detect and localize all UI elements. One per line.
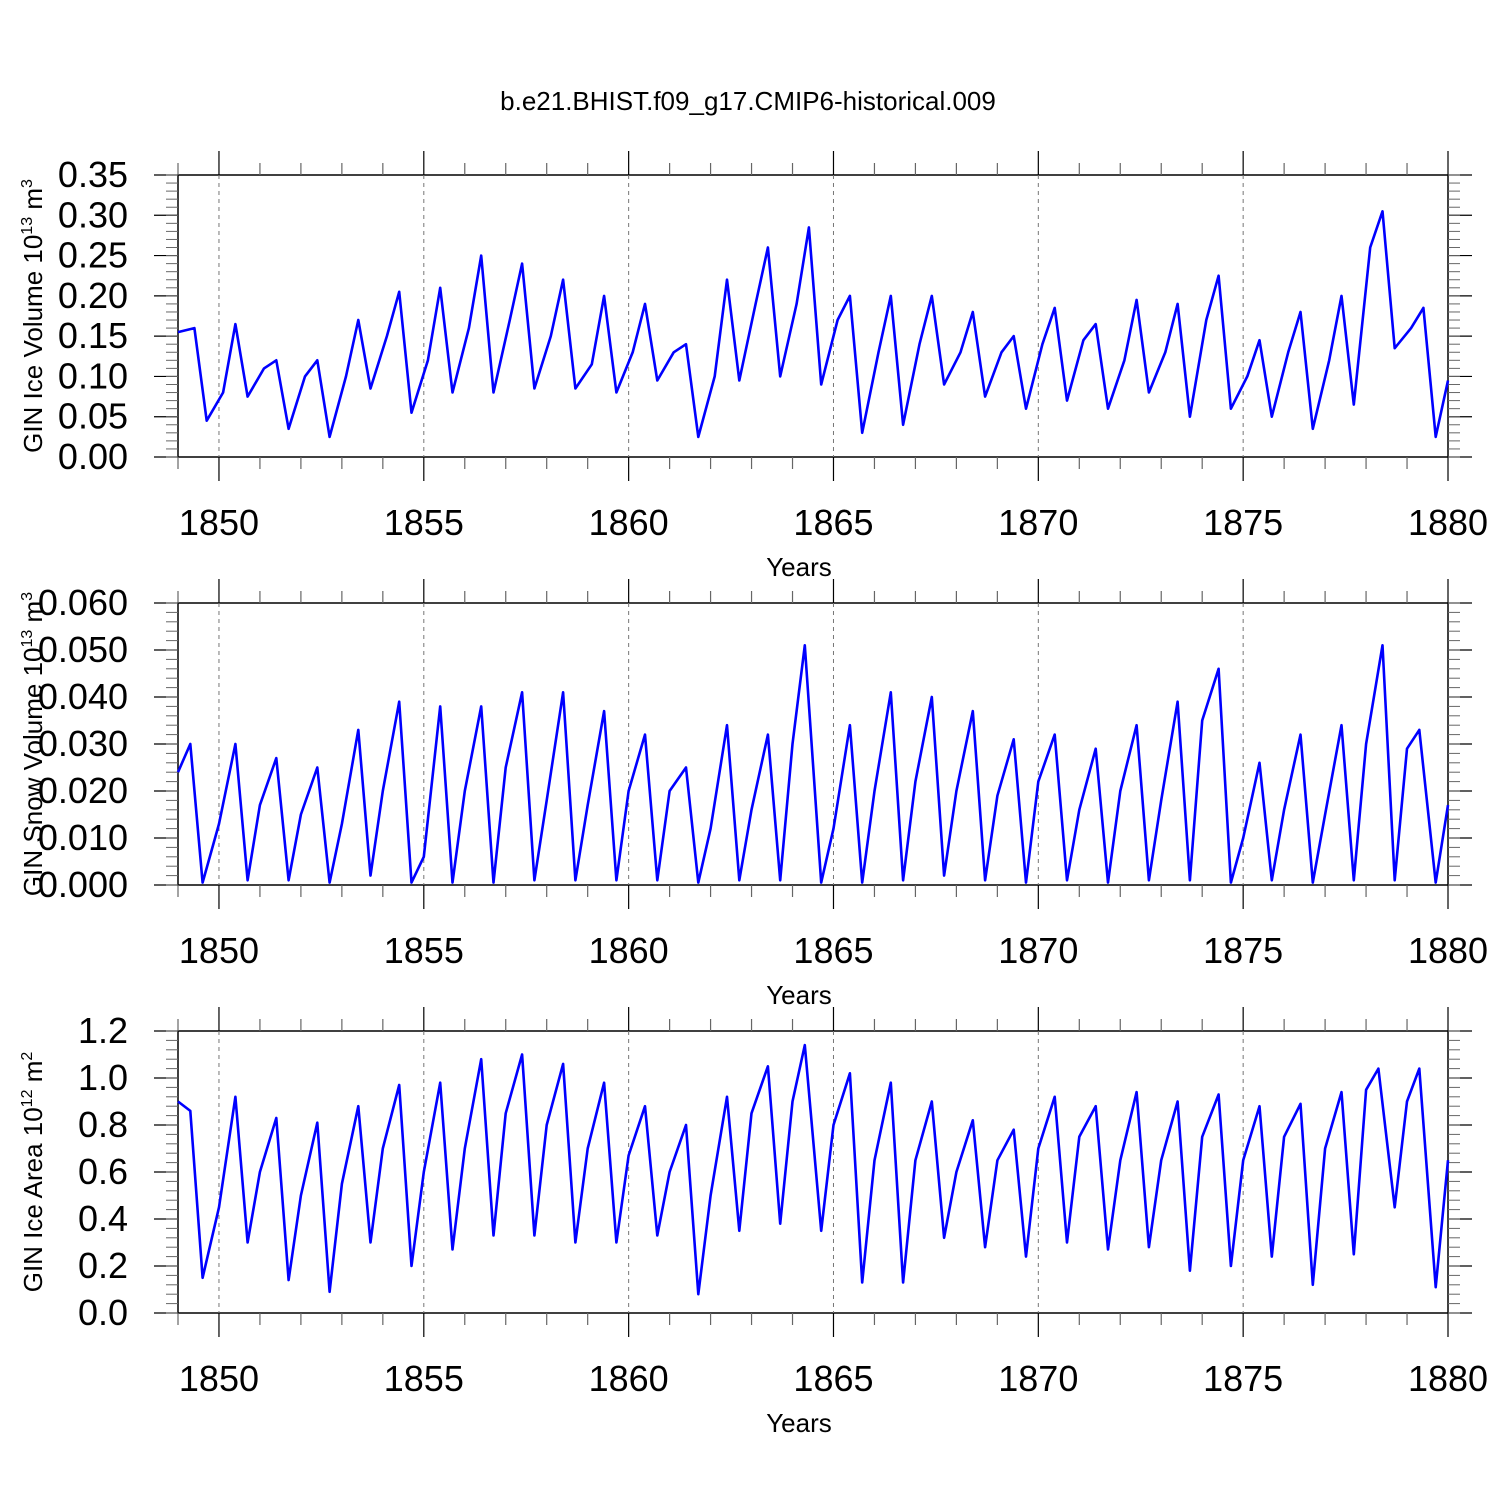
y-tick-label: 0.15 [58, 315, 128, 356]
y-tick-label: 0.05 [58, 396, 128, 437]
x-tick-label: 1865 [793, 1358, 873, 1399]
figure-title: b.e21.BHIST.f09_g17.CMIP6-historical.009 [500, 86, 996, 116]
panel-ice-volume: 0.000.050.100.150.200.250.300.35 1850 1855… [18, 151, 1488, 582]
x-tick-label: 1870 [998, 502, 1078, 543]
x-tick-label: 1875 [1203, 930, 1283, 971]
x-tick-label: 1870 [998, 930, 1078, 971]
y-tick-label: 0.020 [38, 770, 128, 811]
x-tick-label: 1855 [384, 502, 464, 543]
y-tick-label: 0.30 [58, 194, 128, 235]
series-line [177, 210, 1450, 439]
panel-ice-area: 0.0 0.2 0.4 0.6 0.8 1.0 1.2 1850 1855 1860 1865 187… [18, 1007, 1488, 1438]
x-axis-title: Years [766, 1408, 832, 1438]
x-tick-label: 1860 [589, 930, 669, 971]
y-tick-label: 0.10 [58, 355, 128, 396]
x-axis-title: Years [766, 980, 832, 1010]
x-tick-label: 1850 [179, 930, 259, 971]
x-tick-label: 1880 [1408, 1358, 1488, 1399]
y-tick-label: 0.000 [38, 864, 128, 905]
plot-frame [177, 174, 1449, 458]
x-tick-label: 1850 [179, 502, 259, 543]
y-tick-label: 0.040 [38, 676, 128, 717]
y-tick-label: 0.35 [58, 154, 128, 195]
y-axis-title: GIN Snow Volume 1013 m3 [18, 592, 48, 896]
y-tick-label: 0.2 [78, 1245, 128, 1286]
y-tick-label: 0.6 [78, 1151, 128, 1192]
x-tick-label: 1880 [1408, 930, 1488, 971]
x-tick-label: 1865 [793, 502, 873, 543]
y-tick-label: 0.050 [38, 629, 128, 670]
y-tick-label: 0.20 [58, 275, 128, 316]
x-tick-label: 1865 [793, 930, 873, 971]
plot-frame [177, 1030, 1449, 1314]
x-tick-label: 1870 [998, 1358, 1078, 1399]
x-tick-label: 1855 [384, 930, 464, 971]
series-line [177, 1043, 1450, 1296]
y-axis-title: GIN Ice Area 1012 m2 [18, 1052, 48, 1293]
y-tick-label: 0.8 [78, 1104, 128, 1145]
y-tick-label: 0.030 [38, 723, 128, 764]
x-axis-title: Years [766, 552, 832, 582]
y-tick-label: 1.2 [78, 1010, 128, 1051]
x-tick-label: 1875 [1203, 502, 1283, 543]
y-tick-label: 0.00 [58, 436, 128, 477]
x-tick-label: 1860 [589, 502, 669, 543]
y-tick-label: 0.25 [58, 235, 128, 276]
y-tick-label: 0.0 [78, 1292, 128, 1333]
panel-snow-volume: 0.000 0.010 0.020 0.030 0.040 0.050 0.060 1850 1… [18, 579, 1488, 1010]
y-axis-title: GIN Ice Volume 1013 m3 [18, 179, 48, 453]
x-tick-label: 1860 [589, 1358, 669, 1399]
y-tick-label: 0.010 [38, 817, 128, 858]
x-tick-label: 1855 [384, 1358, 464, 1399]
x-tick-label: 1880 [1408, 502, 1488, 543]
y-tick-label: 1.0 [78, 1057, 128, 1098]
series-line [176, 643, 1450, 884]
x-tick-label: 1875 [1203, 1358, 1283, 1399]
y-tick-label: 0.4 [78, 1198, 128, 1239]
y-tick-label: 0.060 [38, 582, 128, 623]
x-tick-label: 1850 [179, 1358, 259, 1399]
